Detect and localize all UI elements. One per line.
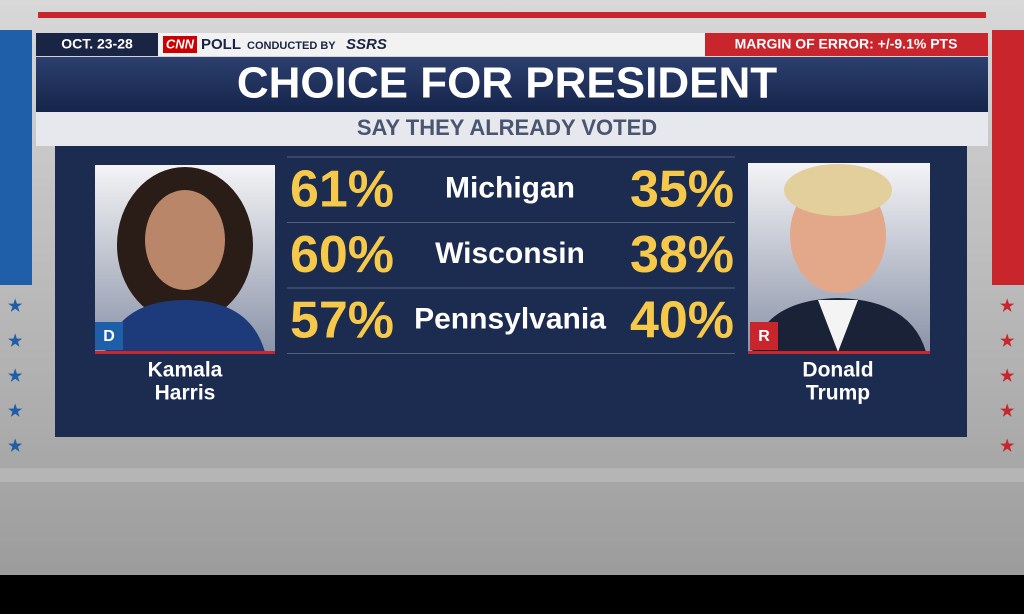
right-stars: ★ ★ ★ ★ ★	[1000, 298, 1015, 455]
photo-rule	[95, 351, 275, 354]
svg-text:★: ★	[8, 333, 23, 350]
photo-rule	[748, 351, 930, 354]
subtitle-band	[36, 112, 988, 146]
svg-text:★: ★	[1000, 438, 1015, 455]
svg-text:★: ★	[1000, 333, 1015, 350]
svg-text:★: ★	[1000, 298, 1015, 315]
harris-share: 60%	[290, 226, 394, 284]
trump-shirt	[818, 300, 858, 352]
harris-share: 61%	[290, 160, 394, 218]
svg-text:★: ★	[8, 438, 23, 455]
svg-text:★: ★	[8, 403, 23, 420]
harris-face	[145, 190, 225, 290]
candidate-first-name: Donald	[802, 359, 873, 382]
brand-box	[163, 36, 197, 53]
svg-text:★: ★	[1000, 368, 1015, 385]
party-box	[95, 322, 123, 350]
date-box	[36, 33, 158, 56]
margin-of-error: MARGIN OF ERROR: +/-9.1% PTS	[735, 36, 958, 52]
harris-share: 57%	[290, 291, 394, 349]
state-name: Wisconsin	[435, 237, 585, 270]
trump-share: 35%	[630, 160, 734, 218]
title: CHOICE FOR PRESIDENT	[237, 59, 777, 108]
date: OCT. 23-28	[61, 36, 133, 52]
candidate-last-name: Trump	[806, 382, 870, 405]
results-table: 61% Michigan 35% 60% Wisconsin 38% 57% Pennsylv…	[287, 156, 735, 354]
subtitle: SAY THEY ALREADY VOTED	[357, 115, 657, 140]
svg-text:★: ★	[1000, 403, 1015, 420]
party-box	[750, 322, 778, 350]
party: D	[103, 328, 115, 345]
trump-share: 38%	[630, 226, 734, 284]
ledge	[0, 468, 1024, 482]
margin-box	[705, 33, 988, 56]
top-stripe	[38, 12, 986, 18]
poll-label: POLL	[201, 36, 241, 53]
brand: CNN	[166, 36, 195, 51]
candidate-last-name: Harris	[155, 382, 216, 405]
svg-text:★: ★	[8, 298, 23, 315]
side-red	[992, 30, 1024, 285]
trump-hair	[784, 164, 892, 216]
side-blue	[0, 30, 32, 285]
conducted-by: CONDUCTED BY	[247, 40, 336, 52]
trump-share: 40%	[630, 291, 734, 349]
party: R	[758, 328, 770, 345]
left-stars: ★ ★ ★ ★ ★	[8, 298, 23, 455]
candidate-first-name: Kamala	[148, 359, 223, 382]
title-band	[36, 57, 988, 112]
harris-jacket	[105, 300, 265, 352]
state-name: Pennsylvania	[414, 303, 606, 336]
state-name: Michigan	[445, 172, 575, 205]
bottom-bar	[0, 575, 1024, 614]
svg-text:★: ★	[8, 368, 23, 385]
pollster: SSRS	[346, 36, 387, 53]
